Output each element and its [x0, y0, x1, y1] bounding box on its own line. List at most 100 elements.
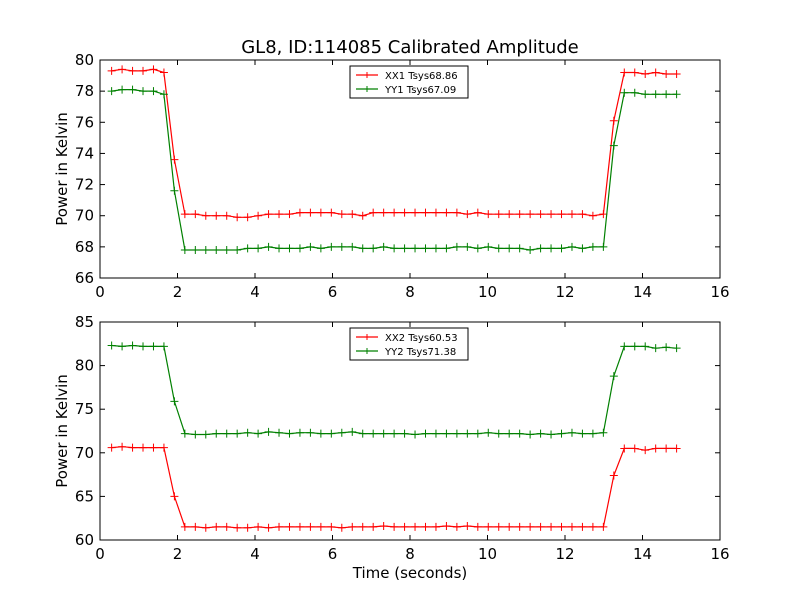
- data-point: [547, 430, 556, 439]
- data-point: [316, 244, 325, 253]
- data-point: [107, 443, 116, 452]
- data-point: [662, 90, 671, 99]
- data-point: [139, 87, 148, 96]
- y-tick-label: 85: [75, 313, 94, 331]
- data-point: [316, 429, 325, 438]
- data-point: [118, 342, 127, 351]
- data-point: [159, 342, 168, 351]
- data-point: [609, 372, 618, 381]
- data-point: [578, 244, 587, 253]
- data-point: [358, 244, 367, 253]
- data-point: [473, 522, 482, 531]
- data-point: [620, 88, 629, 97]
- x-tick-label: 6: [328, 545, 338, 563]
- data-point: [599, 428, 608, 437]
- x-tick-label: 2: [173, 545, 183, 563]
- data-point: [651, 68, 660, 77]
- data-point: [536, 429, 545, 438]
- figure-title: GL8, ID:114085 Calibrated Amplitude: [241, 37, 579, 58]
- data-point: [191, 210, 200, 219]
- data-point: [494, 429, 503, 438]
- data-point: [369, 522, 378, 531]
- y-tick-label: 70: [75, 444, 94, 462]
- data-point: [400, 208, 409, 217]
- data-point: [567, 210, 576, 219]
- data-point: [505, 244, 514, 253]
- data-point: [159, 443, 168, 452]
- data-point: [327, 208, 336, 217]
- data-point: [662, 343, 671, 352]
- data-point: [348, 427, 357, 436]
- data-point: [463, 429, 472, 438]
- data-point: [411, 430, 420, 439]
- data-point: [285, 522, 294, 531]
- x-tick-label: 12: [555, 545, 574, 563]
- data-point: [159, 68, 168, 77]
- data-point: [484, 210, 493, 219]
- data-point: [651, 344, 660, 353]
- y-axis-label: Power in Kelvin: [53, 112, 71, 226]
- legend-entry: XX1 Tsys68.86: [385, 71, 458, 82]
- legend-entry: YY2 Tsys71.38: [384, 347, 456, 358]
- data-point: [170, 397, 179, 406]
- y-tick-label: 66: [75, 269, 94, 287]
- data-point: [275, 210, 284, 219]
- data-point: [672, 90, 681, 99]
- data-point: [536, 522, 545, 531]
- data-point: [547, 244, 556, 253]
- data-point: [442, 244, 451, 253]
- series-line-1-0: [111, 446, 677, 529]
- data-point: [233, 429, 242, 438]
- data-point: [620, 68, 629, 77]
- data-point: [159, 90, 168, 99]
- data-point: [212, 429, 221, 438]
- data-point: [630, 342, 639, 351]
- data-point: [442, 522, 451, 531]
- data-point: [505, 210, 514, 219]
- data-point: [212, 245, 221, 254]
- data-point: [243, 213, 252, 222]
- data-point: [630, 68, 639, 77]
- data-point: [118, 65, 127, 74]
- data-point: [526, 245, 535, 254]
- data-point: [421, 429, 430, 438]
- y-tick-label: 60: [75, 531, 94, 549]
- data-point: [139, 342, 148, 351]
- x-tick-label: 0: [95, 545, 105, 563]
- legend-entry: XX2 Tsys60.53: [385, 333, 458, 344]
- data-point: [295, 522, 304, 531]
- data-point: [651, 90, 660, 99]
- data-point: [421, 522, 430, 531]
- legend-marker: [364, 86, 370, 92]
- data-point: [421, 208, 430, 217]
- data-point: [641, 446, 650, 455]
- data-point: [536, 210, 545, 219]
- data-point: [327, 522, 336, 531]
- data-point: [620, 342, 629, 351]
- data-point: [390, 244, 399, 253]
- data-point: [463, 242, 472, 251]
- data-point: [233, 213, 242, 222]
- data-point: [139, 443, 148, 452]
- data-point: [484, 242, 493, 251]
- data-point: [641, 90, 650, 99]
- data-point: [118, 85, 127, 94]
- data-point: [275, 522, 284, 531]
- data-point: [275, 244, 284, 253]
- x-tick-label: 4: [250, 545, 260, 563]
- data-point: [306, 208, 315, 217]
- data-point: [316, 208, 325, 217]
- data-point: [411, 522, 420, 531]
- data-point: [641, 342, 650, 351]
- data-point: [400, 244, 409, 253]
- series-line-0-1: [111, 88, 677, 251]
- data-point: [578, 210, 587, 219]
- data-point: [484, 428, 493, 437]
- data-point: [254, 522, 263, 531]
- data-point: [285, 244, 294, 253]
- data-point: [641, 70, 650, 79]
- data-point: [452, 429, 461, 438]
- x-tick-label: 16: [710, 545, 729, 563]
- data-point: [180, 522, 189, 531]
